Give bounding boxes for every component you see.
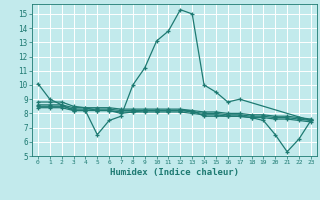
X-axis label: Humidex (Indice chaleur): Humidex (Indice chaleur): [110, 168, 239, 177]
